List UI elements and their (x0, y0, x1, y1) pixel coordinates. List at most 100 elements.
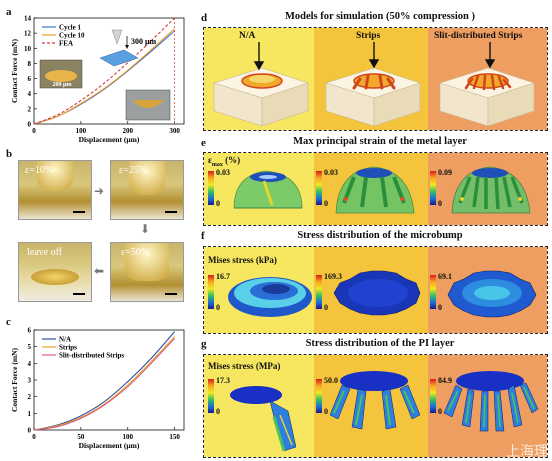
y-tick-label: 14 (24, 15, 32, 23)
arrow-left-icon: ⬅ (94, 264, 105, 278)
colorbar-3 (430, 379, 436, 413)
colorbar-max-2: 50.0 (324, 376, 338, 385)
bump-shape (31, 269, 79, 285)
colorbar-max-1: 16.7 (216, 272, 230, 281)
x-tick-label: 0 (32, 433, 36, 441)
chart-a: 0 100 200 300 0 2 4 6 8 10 12 14 Displacement (μm) Co… (10, 15, 185, 144)
y-tick-label: 2 (28, 393, 32, 401)
panel-label-d: d (201, 12, 208, 24)
colorbar-min-3: 0 (438, 407, 442, 416)
pi-layer-graphic (230, 371, 539, 452)
x-axis-label: Displacement (μm) (79, 441, 140, 450)
y-tick-label: 12 (24, 30, 32, 38)
colorbar-min-2: 0 (324, 199, 328, 208)
colorbar-max-3: 69.1 (438, 272, 452, 281)
colorbar-min-3: 0 (438, 303, 442, 312)
legend-label-3: Slit-distributed Strips (59, 352, 124, 360)
inset-scale-label: 200 μm (53, 82, 72, 88)
colorbar-min-1: 0 (216, 199, 220, 208)
colorbar-1 (208, 275, 214, 309)
series-line-3 (33, 337, 176, 431)
probe-icon (111, 29, 123, 45)
substrate-icon (99, 49, 139, 67)
y-tick-label: 5 (28, 343, 32, 351)
model-block-2 (324, 67, 421, 127)
colorbar-min-2: 0 (324, 303, 328, 312)
legend-label-2: Strips (59, 344, 77, 352)
microbump-graphic (228, 270, 537, 318)
photo-step-1: ε=10% (18, 160, 92, 220)
panel-label-g: g (201, 338, 207, 350)
panel-g-box: Mises stress (MPa) 17.3 0 50.0 0 84.9 0 (203, 354, 548, 458)
panel-label-b: b (6, 148, 13, 160)
panel-label-e: e (201, 137, 206, 149)
series-line-3 (33, 17, 176, 125)
y-tick-label: 0 (28, 427, 32, 435)
probe-shape (125, 243, 169, 281)
colorbar-2 (316, 275, 322, 309)
x-tick-label: 100 (123, 433, 134, 441)
band-left (204, 355, 314, 457)
scale-bar (165, 293, 177, 295)
arrow-label: 300 μm (131, 37, 157, 46)
inset-cup (132, 100, 164, 108)
y-tick-label: 3 (28, 377, 32, 385)
colorbar-max-2: 169.3 (324, 272, 342, 281)
x-tick-label: 150 (169, 433, 180, 441)
y-tick-label: 6 (28, 327, 32, 335)
panel-d-title: Models for simulation (50% compression ) (284, 11, 476, 22)
x-tick-label: 50 (77, 433, 85, 441)
step-label-3: ε=50% (121, 247, 150, 258)
strain-unit-label: εmax (%) (208, 155, 241, 168)
model-label-2: Strips (356, 31, 381, 41)
panel-f-title: Stress distribution of the microbump (297, 230, 463, 241)
colorbar-min-1: 0 (216, 407, 220, 416)
model-label-1: N/A (239, 31, 256, 41)
colorbar-min-1: 0 (216, 303, 220, 312)
colorbar-1 (208, 171, 214, 205)
y-tick-label: 4 (28, 360, 32, 368)
panel-e-title: Max principal strain of the metal layer (293, 136, 467, 147)
probe-shape (129, 161, 165, 195)
down-arrow-head (125, 45, 129, 49)
legend-label-1: Cycle 1 (59, 24, 81, 32)
photo-step-3: ε=50% (110, 242, 184, 302)
panel-g-title: Stress distribution of the PI layer (305, 338, 455, 349)
step-label-2: ε=25% (119, 165, 148, 176)
colorbar-max-3: 84.9 (438, 376, 452, 385)
panel-label-a: a (6, 6, 12, 18)
step-label-4: leave off (27, 247, 63, 258)
watermark: 上海理 (506, 444, 548, 460)
inset-bump (45, 70, 77, 82)
stress-unit-label: Mises stress (MPa) (208, 361, 281, 371)
colorbar-min-3: 0 (438, 199, 442, 208)
chart-c: 0 50 100 150 0 1 2 3 4 5 6 Displacement (μm) Contact… (10, 327, 185, 450)
colorbar-3 (430, 171, 436, 205)
models-graphic (212, 42, 535, 127)
probe-shape (37, 161, 73, 191)
stress-unit-label: Mises stress (kPa) (208, 255, 277, 265)
colorbar-2 (316, 379, 322, 413)
legend-label-3: FEA (59, 40, 73, 48)
panel-f-box: Mises stress (kPa) 16.7 0 169.3 0 69.1 0 (203, 246, 548, 334)
legend-label-2: Cycle 10 (59, 32, 85, 40)
x-tick-label: 300 (169, 127, 180, 135)
colorbar-min-2: 0 (324, 407, 328, 416)
colorbar-max-2: 0.03 (324, 168, 338, 177)
y-tick-label: 0 (28, 121, 32, 129)
y-tick-label: 10 (24, 45, 32, 53)
panel-e-box: εmax (%) 0.03 0 0.03 0 0.09 0 (203, 152, 548, 226)
plot-frame (33, 329, 185, 431)
colorbar-max-3: 0.09 (438, 168, 452, 177)
x-tick-label: 0 (32, 127, 36, 135)
y-tick-label: 8 (28, 60, 32, 68)
colorbar-2 (316, 171, 322, 205)
photo-step-4: leave off (18, 242, 92, 302)
model-block-1 (212, 67, 309, 127)
step-label-1: ε=10% (25, 165, 54, 176)
scale-bar (165, 211, 177, 213)
y-tick-label: 1 (28, 410, 32, 418)
panel-b: ε=10% ε=25% ε=50% leave off ➜ ⬇ ⬅ (18, 160, 188, 310)
y-tick-label: 2 (28, 105, 32, 113)
y-axis-label: Contact Force (mN) (10, 39, 19, 104)
